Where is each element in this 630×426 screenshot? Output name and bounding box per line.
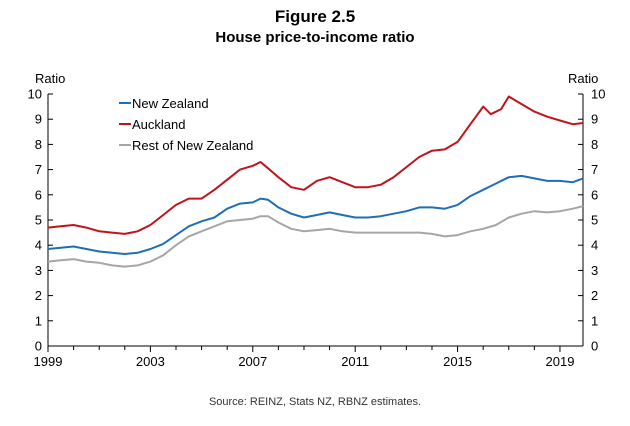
y-tick-label-left: 9 [35,112,42,127]
y-tick-label-right: 8 [591,137,598,152]
y-tick-label-right: 0 [591,339,598,354]
chart-series-lines [47,95,584,268]
y-tick-label-left: 4 [35,238,42,253]
x-tick-label: 1999 [34,354,63,369]
y-tick-label-right: 9 [591,112,598,127]
series-line-rest-of-new-zealand [47,205,584,268]
source-note: Source: REINZ, Stats NZ, RBNZ estimates. [208,396,422,408]
y-axis-title-left: Ratio [35,71,65,86]
y-tick-label-left: 6 [35,187,42,202]
legend-label: Rest of New Zealand [132,138,253,153]
y-tick-label-right: 4 [591,238,598,253]
y-tick-label-left: 7 [35,162,42,177]
figure-number: Figure 2.5 [274,7,356,26]
x-tick-label: 2003 [136,354,165,369]
y-tick-label-left: 1 [35,313,42,328]
y-tick-label-left: 2 [35,288,42,303]
y-tick-label-right: 5 [591,213,598,228]
y-tick-label-right: 2 [591,288,598,303]
y-tick-label-left: 10 [28,87,42,102]
y-tick-label-left: 8 [35,137,42,152]
series-line-new-zealand [47,174,584,255]
y-tick-label-right: 10 [591,87,605,102]
y-tick-label-right: 6 [591,187,598,202]
chart-title: House price-to-income ratio [215,29,415,46]
y-tick-label-right: 1 [591,313,598,328]
y-tick-label-right: 3 [591,263,598,278]
x-tick-label: 2011 [341,354,369,369]
legend-label: Auckland [132,117,185,132]
y-tick-label-left: 5 [35,213,42,228]
x-tick-label: 2015 [443,354,472,369]
y-tick-label-right: 7 [591,162,598,177]
y-axis-title-right: Ratio [568,71,598,86]
x-tick-label: 2007 [238,354,267,369]
x-tick-label: 2019 [546,354,575,369]
legend-label: New Zealand [132,96,209,111]
figure-header: Figure 2.5 House price-to-income ratio [0,6,630,48]
chart-legend: New Zealand Auckland Rest of New Zealand [119,96,253,153]
series-line-auckland [47,95,584,235]
y-tick-label-left: 3 [35,263,42,278]
y-tick-label-left: 0 [35,339,42,354]
